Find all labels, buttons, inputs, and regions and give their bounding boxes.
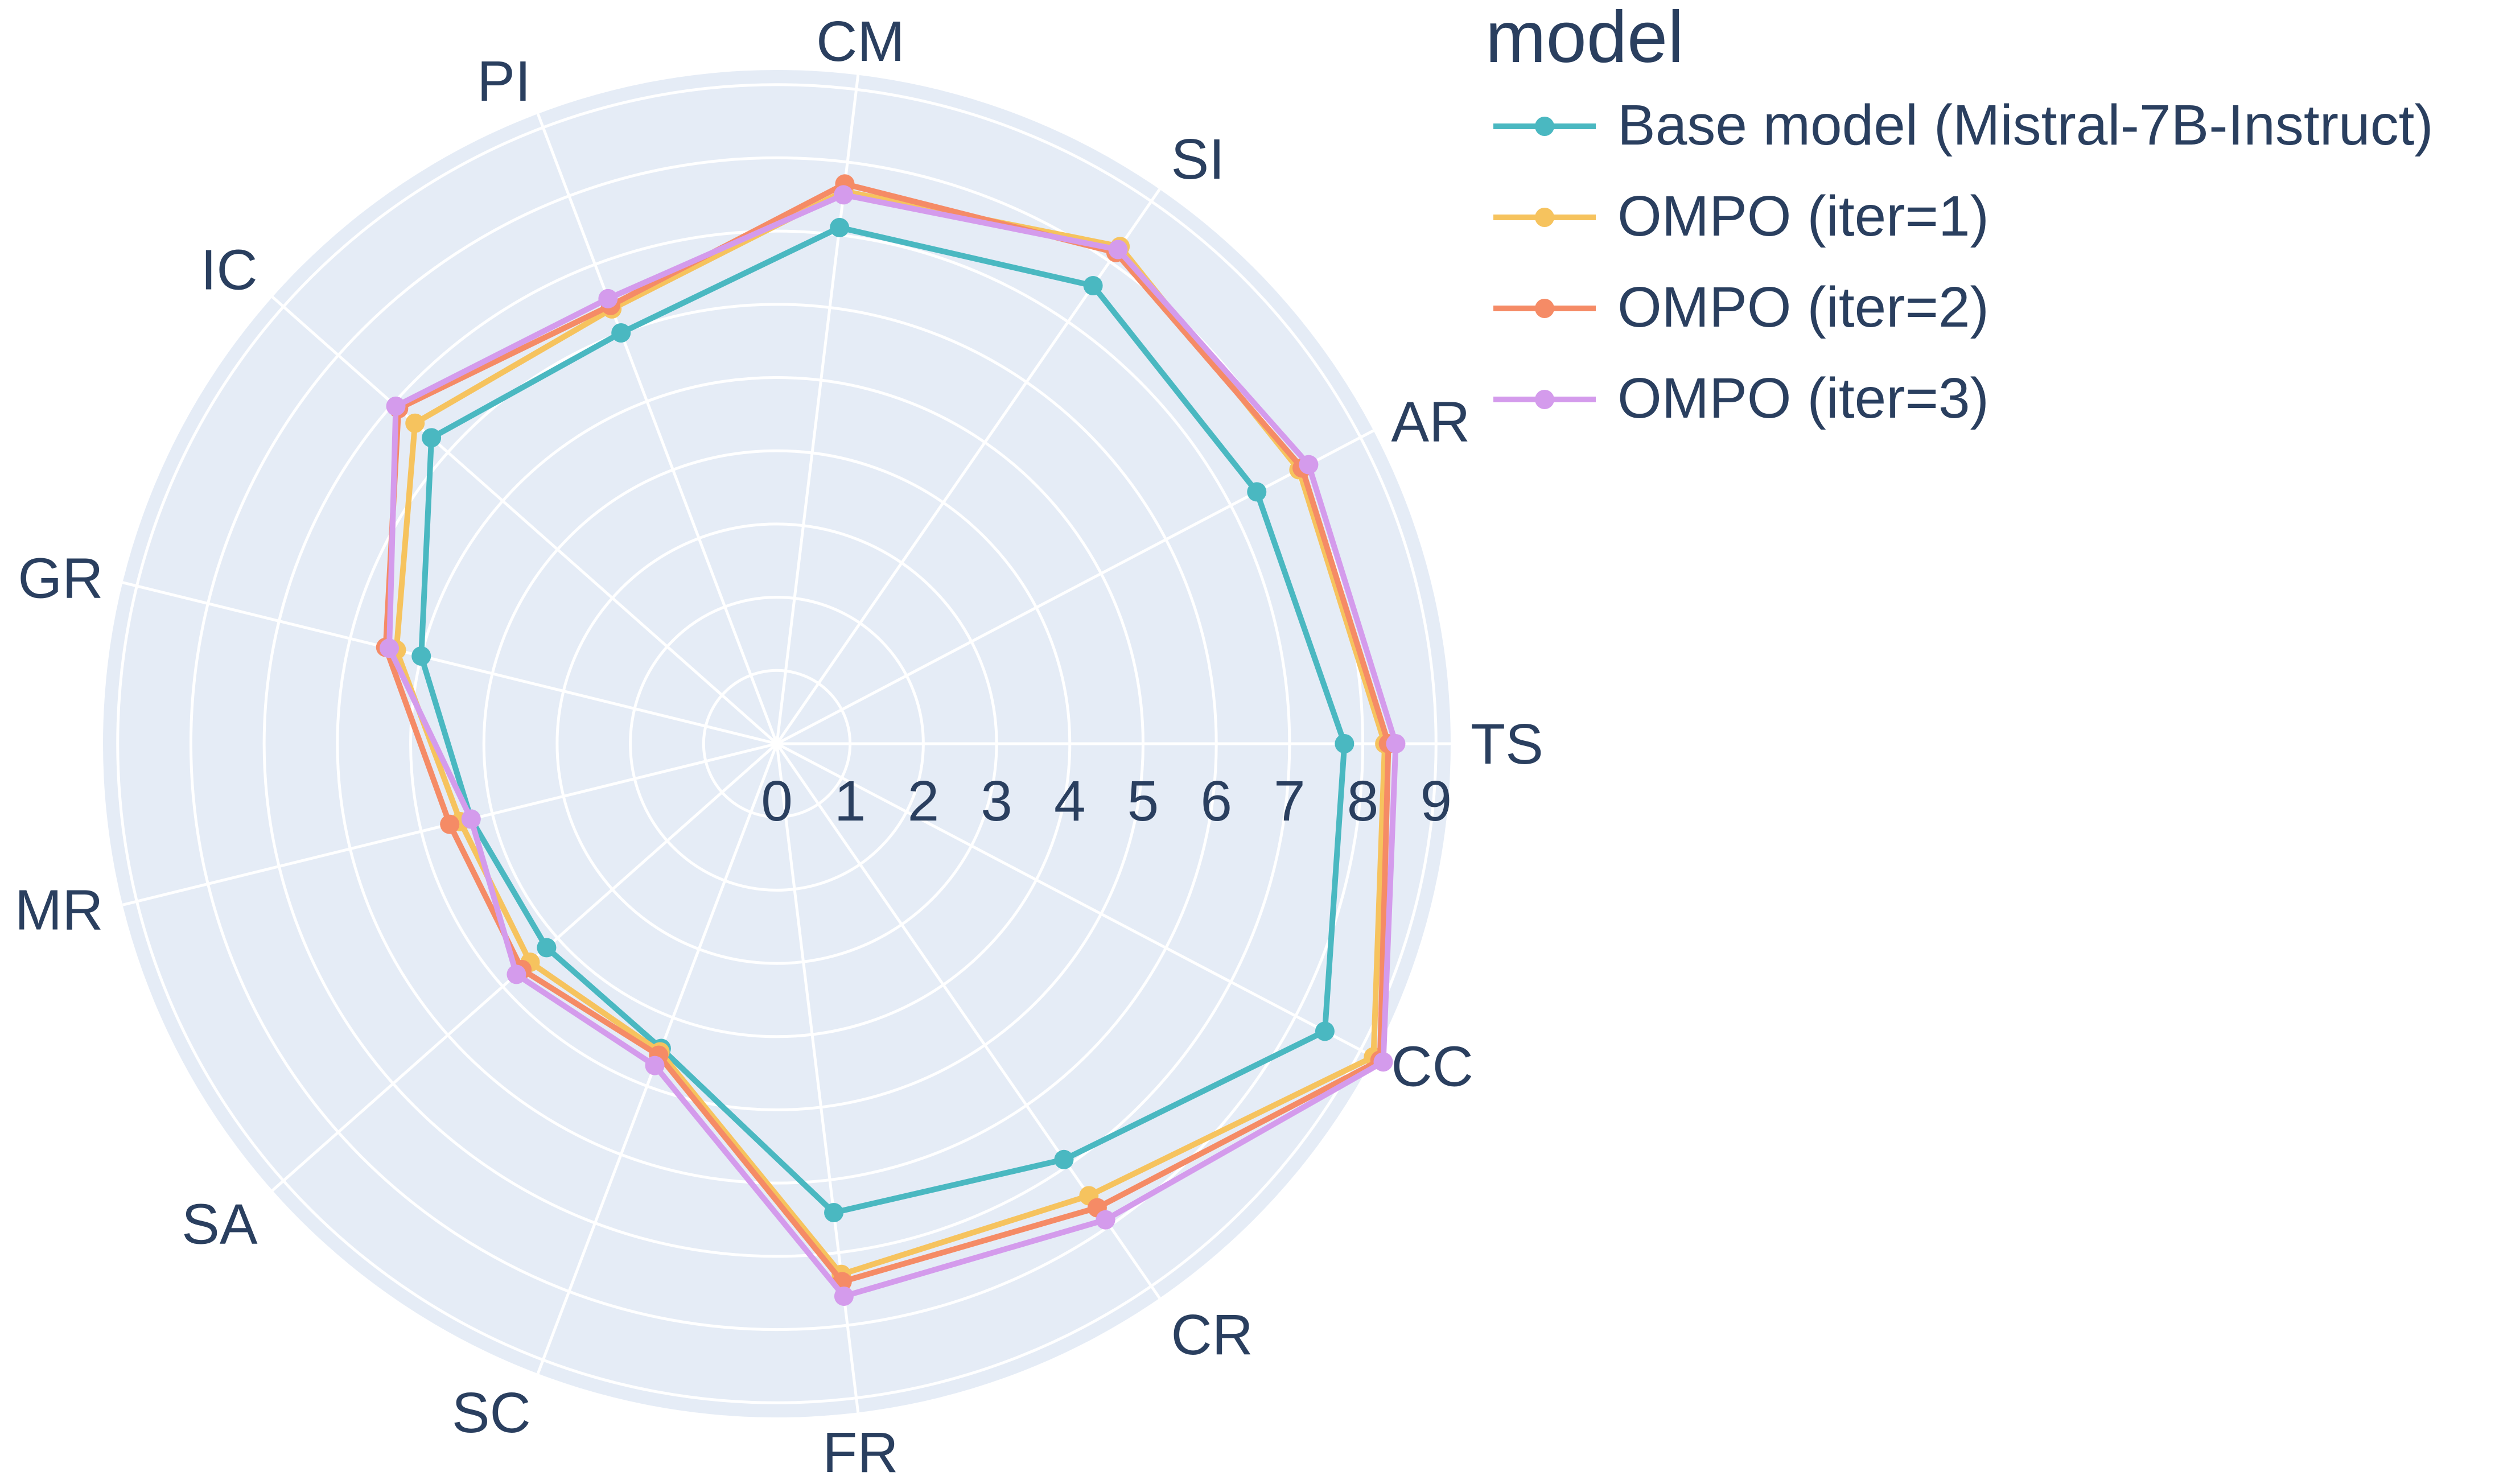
- data-point-4-cr: [1096, 1210, 1115, 1230]
- legend-item-4[interactable]: OMPO (iter=3): [1485, 364, 2493, 432]
- category-label-cm: CM: [816, 10, 905, 73]
- legend-swatch-4: [1493, 390, 1596, 409]
- legend-item-2[interactable]: OMPO (iter=1): [1485, 182, 2493, 250]
- category-label-si: SI: [1171, 127, 1224, 191]
- data-point-1-gr: [411, 646, 431, 666]
- series-line-1: [418, 224, 1348, 1215]
- data-point-4-ar: [1299, 455, 1319, 475]
- category-label-mr: MR: [15, 879, 104, 942]
- radial-tick-label: 7: [1274, 769, 1306, 833]
- category-label-sa: SA: [182, 1192, 258, 1256]
- category-label-fr: FR: [822, 1421, 898, 1484]
- radial-tick-label: 2: [908, 769, 940, 833]
- legend-label-2: OMPO (iter=1): [1617, 184, 1989, 248]
- radial-tick-label: 6: [1200, 769, 1232, 833]
- category-label-cr: CR: [1171, 1303, 1253, 1367]
- category-labels: TS AR SI CM PI IC GR MR SA SC FR CR CC: [15, 10, 1543, 1484]
- data-point-4-ts: [1386, 734, 1406, 753]
- data-point-4-gr: [379, 638, 399, 658]
- radial-tick-label: 5: [1127, 769, 1159, 833]
- category-label-ar: AR: [1391, 390, 1470, 454]
- data-point-1-cc: [1315, 1021, 1335, 1041]
- data-point-4-pi: [598, 288, 618, 308]
- legend-swatch-3: [1493, 299, 1596, 318]
- data-point-2-ic: [405, 413, 425, 433]
- spoke-cc: [776, 742, 1374, 1058]
- spoke-ar: [776, 429, 1374, 745]
- radial-tick-label: 4: [1054, 769, 1086, 833]
- data-point-4-sa: [507, 964, 526, 984]
- data-point-1-ic: [422, 428, 442, 448]
- radial-tick-label: 1: [834, 769, 866, 833]
- radial-tick-label: 3: [981, 769, 1012, 833]
- spoke-gr: [122, 581, 777, 745]
- data-point-4-ic: [386, 396, 406, 416]
- radial-tick-label: 8: [1347, 769, 1379, 833]
- legend-swatch-2: [1493, 208, 1596, 227]
- radial-tick-label: 9: [1420, 769, 1452, 833]
- spoke-ic: [271, 295, 778, 745]
- data-point-4-fr: [834, 1286, 854, 1306]
- data-point-4-cm: [834, 185, 854, 205]
- data-point-4-si: [1108, 240, 1128, 259]
- category-label-ts: TS: [1471, 712, 1543, 776]
- category-label-cc: CC: [1391, 1034, 1473, 1098]
- data-point-1-cr: [1054, 1149, 1074, 1169]
- legend-item-3[interactable]: OMPO (iter=2): [1485, 273, 2493, 341]
- series-4: [379, 185, 1406, 1306]
- data-point-4-sc: [645, 1056, 665, 1075]
- data-point-1-sa: [537, 938, 557, 958]
- data-point-1-pi: [611, 323, 631, 343]
- category-label-ic: IC: [201, 238, 258, 302]
- legend-label-3: OMPO (iter=2): [1617, 275, 1989, 339]
- legend-title: model: [1485, 0, 1684, 78]
- data-point-1-si: [1083, 276, 1103, 296]
- series-line-4: [386, 192, 1399, 1299]
- legend-label-4: OMPO (iter=3): [1617, 366, 1989, 430]
- spoke-pi: [536, 113, 779, 744]
- data-point-3-mr: [440, 814, 460, 834]
- category-label-sc: SC: [452, 1381, 531, 1445]
- category-label-gr: GR: [18, 546, 103, 610]
- data-point-1-cm: [830, 217, 850, 237]
- data-point-4-mr: [461, 809, 481, 829]
- radial-tick-label: 0: [761, 769, 793, 833]
- legend-swatch-1: [1493, 117, 1596, 136]
- legend-item-1[interactable]: Base model (Mistral-7B-Instruct): [1485, 91, 2493, 159]
- data-point-4-cc: [1373, 1052, 1393, 1072]
- data-point-1-fr: [824, 1203, 844, 1223]
- data-point-1-ts: [1335, 734, 1354, 753]
- legend-label-1: Base model (Mistral-7B-Instruct): [1617, 93, 2434, 157]
- data-point-1-ar: [1247, 482, 1267, 502]
- series-layer: [376, 174, 1406, 1306]
- category-label-pi: PI: [477, 50, 530, 113]
- series-1: [411, 217, 1354, 1223]
